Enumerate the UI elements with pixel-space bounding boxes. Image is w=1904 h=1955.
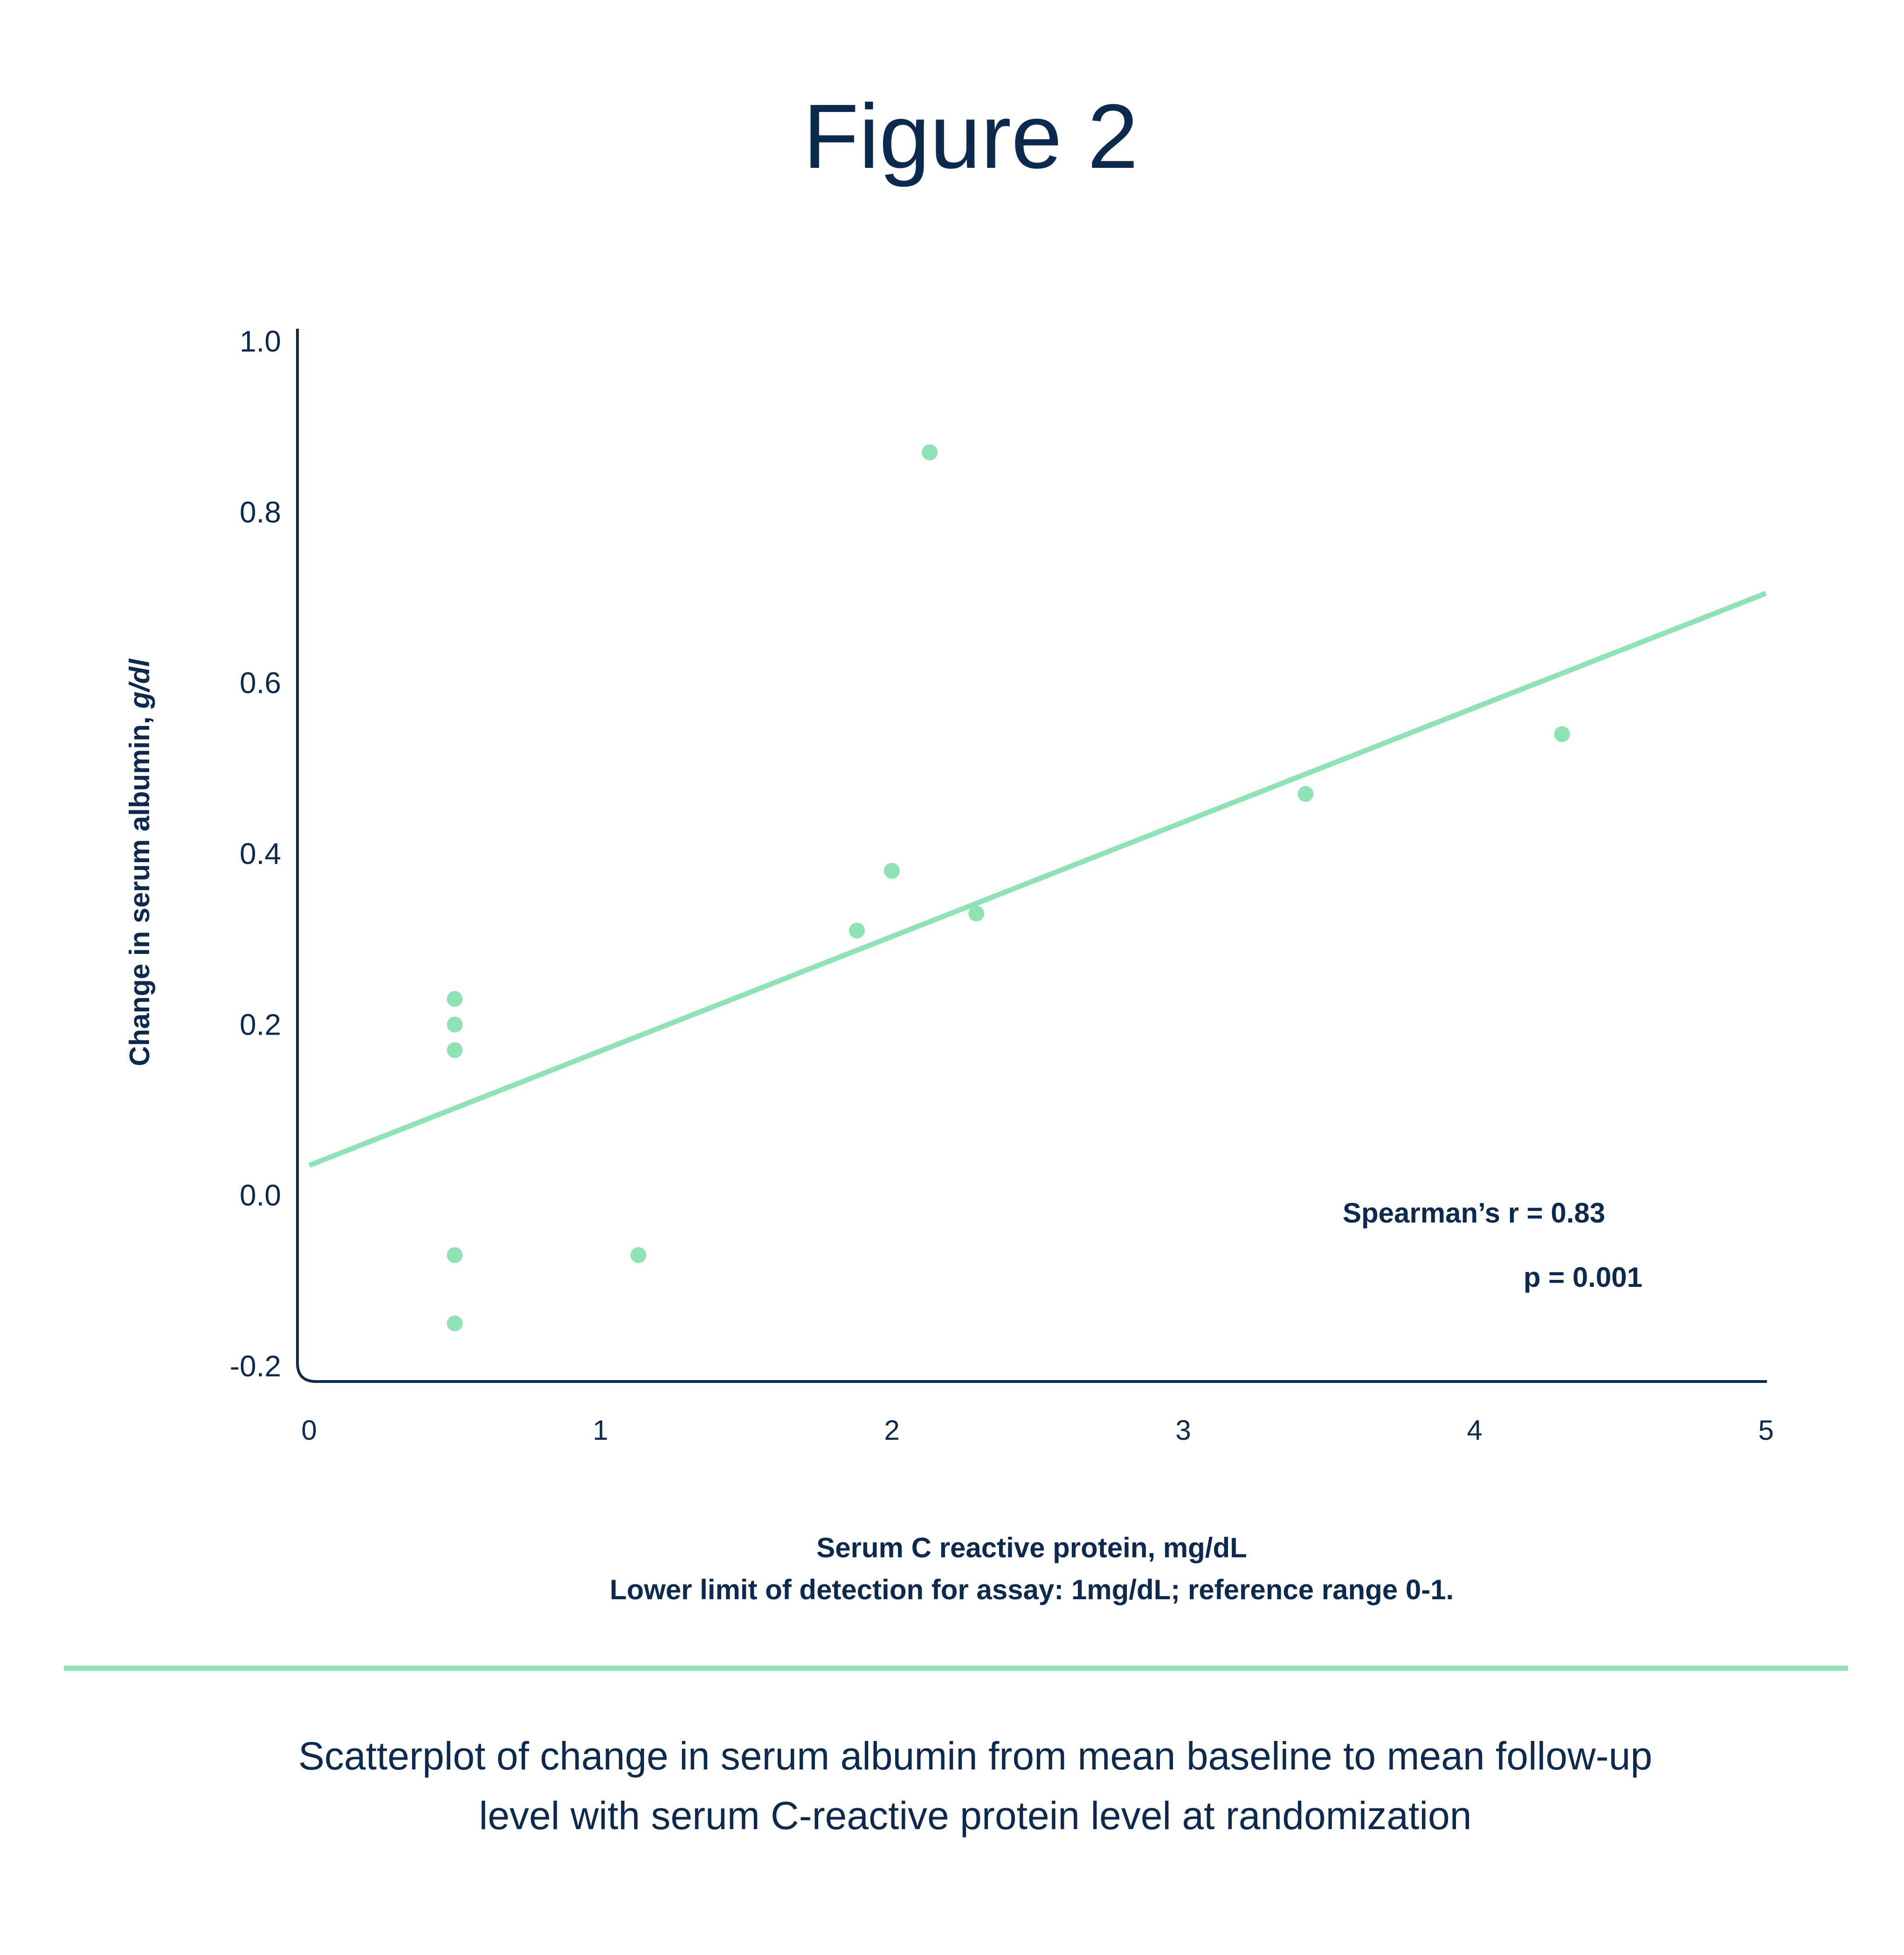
x-tick-label: 0 — [301, 1415, 317, 1446]
data-point — [447, 1315, 463, 1332]
x-tick-label: 5 — [1758, 1415, 1773, 1446]
data-point — [922, 444, 938, 461]
y-tick-label: 0.2 — [240, 1008, 281, 1041]
x-tick-label: 3 — [1175, 1415, 1191, 1446]
y-tick-label: 0.8 — [240, 495, 281, 529]
y-tick-labels: 1.0 0.8 0.6 0.4 0.2 0.0 -0.2 — [230, 325, 281, 1383]
data-point — [447, 991, 463, 1007]
caption-line-2: level with serum C-reactive protein leve… — [479, 1794, 1472, 1838]
y-tick-label: -0.2 — [230, 1349, 281, 1383]
y-tick-label: 0.0 — [240, 1179, 281, 1212]
regression-line — [308, 591, 1767, 1168]
y-axis-label-main: Change in serum albumin, — [124, 709, 155, 1066]
x-tick-label: 1 — [593, 1415, 608, 1446]
x-tick-label: 4 — [1467, 1415, 1482, 1446]
y-tick-label: 1.0 — [240, 325, 281, 358]
p-value-annotation: p = 0.001 — [1524, 1262, 1642, 1293]
data-points — [447, 444, 1570, 1332]
x-axis-note: Lower limit of detection for assay: 1mg/… — [610, 1574, 1454, 1605]
caption-line-1: Scatterplot of change in serum albumin f… — [298, 1734, 1652, 1778]
y-tick-label: 0.4 — [240, 837, 281, 870]
x-tick-labels: 0 1 2 3 4 5 — [301, 1415, 1773, 1446]
chart-axes — [296, 329, 1767, 1383]
data-point — [447, 1042, 463, 1058]
data-point — [1554, 726, 1570, 742]
figure-title: Figure 2 — [803, 85, 1138, 187]
y-axis-label-unit: g/dl — [124, 658, 155, 709]
data-point — [968, 905, 985, 922]
data-point — [1297, 786, 1314, 802]
y-tick-label: 0.6 — [240, 666, 281, 700]
y-axis-label: Change in serum albumin, g/dl — [124, 658, 155, 1066]
spearman-annotation: Spearman’s r = 0.83 — [1343, 1197, 1605, 1229]
data-point — [447, 1016, 463, 1033]
data-point — [630, 1247, 647, 1263]
data-point — [447, 1247, 463, 1263]
x-axis-label: Serum C reactive protein, mg/dL — [816, 1532, 1247, 1563]
data-point — [849, 922, 865, 939]
data-point — [884, 863, 900, 879]
x-tick-label: 2 — [884, 1415, 899, 1446]
